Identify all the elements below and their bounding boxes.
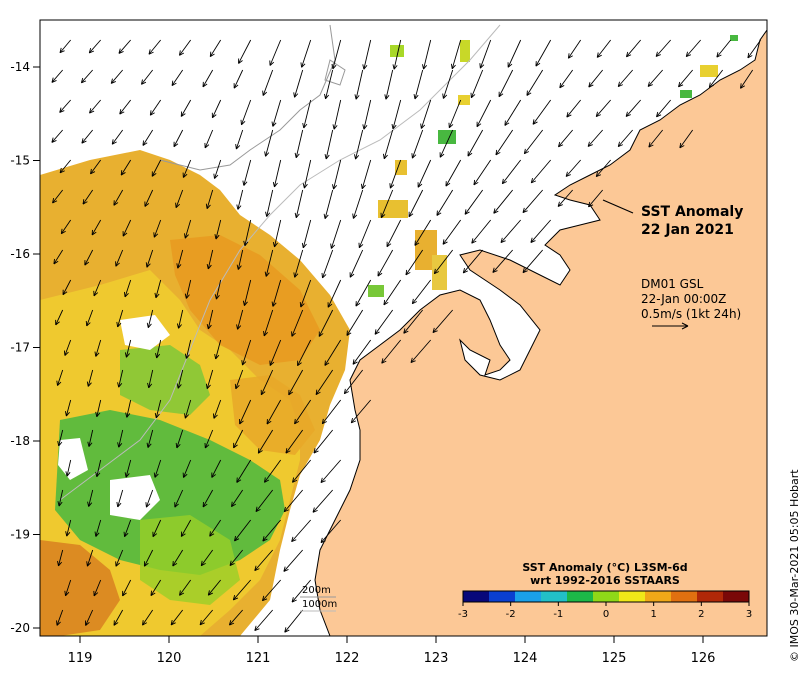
- x-tick-label: 121: [246, 651, 271, 666]
- colorbar-cell: [619, 591, 646, 602]
- y-tick-label: -16: [10, 247, 30, 261]
- x-tick-label: 120: [157, 651, 182, 666]
- x-tick-label: 122: [335, 651, 360, 666]
- current-arrow-head: [527, 91, 528, 96]
- model-label: DM01 GSL: [641, 277, 704, 291]
- map-title-line2: 22 Jan 2021: [641, 222, 734, 238]
- current-arrow-head: [124, 292, 125, 297]
- y-tick-label: -14: [10, 60, 30, 74]
- current-arrow-head: [301, 62, 302, 67]
- svg-text:200m: 200m: [302, 585, 331, 596]
- colorbar-tick-label: -2: [506, 609, 516, 620]
- current-arrow-head: [210, 52, 211, 57]
- scale-label: 0.5m/s (1kt 24h): [641, 307, 741, 321]
- svg-text:wrt 1992-2016 SSTAARS: wrt 1992-2016 SSTAARS: [530, 574, 680, 587]
- current-arrow-head: [237, 478, 238, 483]
- x-axis: 119 120 121 122 123 124 125 126: [68, 636, 716, 666]
- map-title-line1: SST Anomaly: [641, 204, 743, 220]
- current-arrow-head: [54, 259, 55, 264]
- current-arrow-head: [151, 591, 152, 596]
- current-arrow-head: [143, 140, 144, 145]
- colorbar-cell: [697, 591, 724, 602]
- colorbar-tick-label: 0: [603, 609, 609, 620]
- y-axis: -14 -15 -16 -17 -18 -19 -20: [10, 60, 40, 635]
- y-tick-label: -15: [10, 154, 30, 168]
- colorbar-cell: [489, 591, 516, 602]
- colorbar-tick-label: -1: [553, 609, 563, 620]
- y-tick-label: -18: [10, 434, 30, 448]
- time-label: 22-Jan 00:00Z: [641, 292, 726, 306]
- current-arrow-head: [214, 174, 215, 179]
- x-tick-label: 119: [68, 651, 93, 666]
- y-tick-label: -19: [10, 528, 30, 542]
- y-tick-label: -20: [10, 621, 30, 635]
- current-arrow-head: [258, 448, 259, 453]
- colorbar-cell: [593, 591, 620, 602]
- current-arrow-head: [415, 241, 416, 246]
- svg-text:1000m: 1000m: [302, 599, 337, 610]
- current-arrow-head: [437, 211, 438, 216]
- current-arrow-head: [347, 331, 348, 336]
- current-arrow-head: [146, 262, 147, 267]
- colorbar-cell: [515, 591, 542, 602]
- current-arrow-head: [325, 361, 326, 366]
- credit-text: © IMOS 30-Mar-2021 05:05 Hobart: [788, 469, 801, 662]
- colorbar-tick-label: 3: [746, 609, 752, 620]
- colorbar-cell: [723, 591, 750, 602]
- svg-text:SST Anomaly (°C) L3SM-6d: SST Anomaly (°C) L3SM-6d: [522, 561, 687, 574]
- y-tick-label: -17: [10, 341, 30, 355]
- current-arrow-head: [57, 381, 58, 386]
- current-arrow-head: [121, 170, 122, 175]
- current-arrow-head: [236, 144, 237, 149]
- colorbar-tick-label: 1: [650, 609, 656, 620]
- x-tick-label: 124: [513, 651, 538, 666]
- colorbar-tick-label: 2: [698, 609, 704, 620]
- colorbar-cell: [567, 591, 594, 602]
- colorbar-tick-label: -3: [458, 609, 468, 620]
- colorbar-cell: [541, 591, 568, 602]
- colorbar-cell: [671, 591, 698, 602]
- current-arrow-head: [173, 561, 174, 566]
- colorbar-cell: [645, 591, 672, 602]
- colorbar-cell: [463, 591, 490, 602]
- x-tick-label: 123: [424, 651, 449, 666]
- current-arrow-head: [505, 121, 506, 126]
- x-tick-label: 125: [602, 651, 627, 666]
- x-tick-label: 126: [691, 651, 716, 666]
